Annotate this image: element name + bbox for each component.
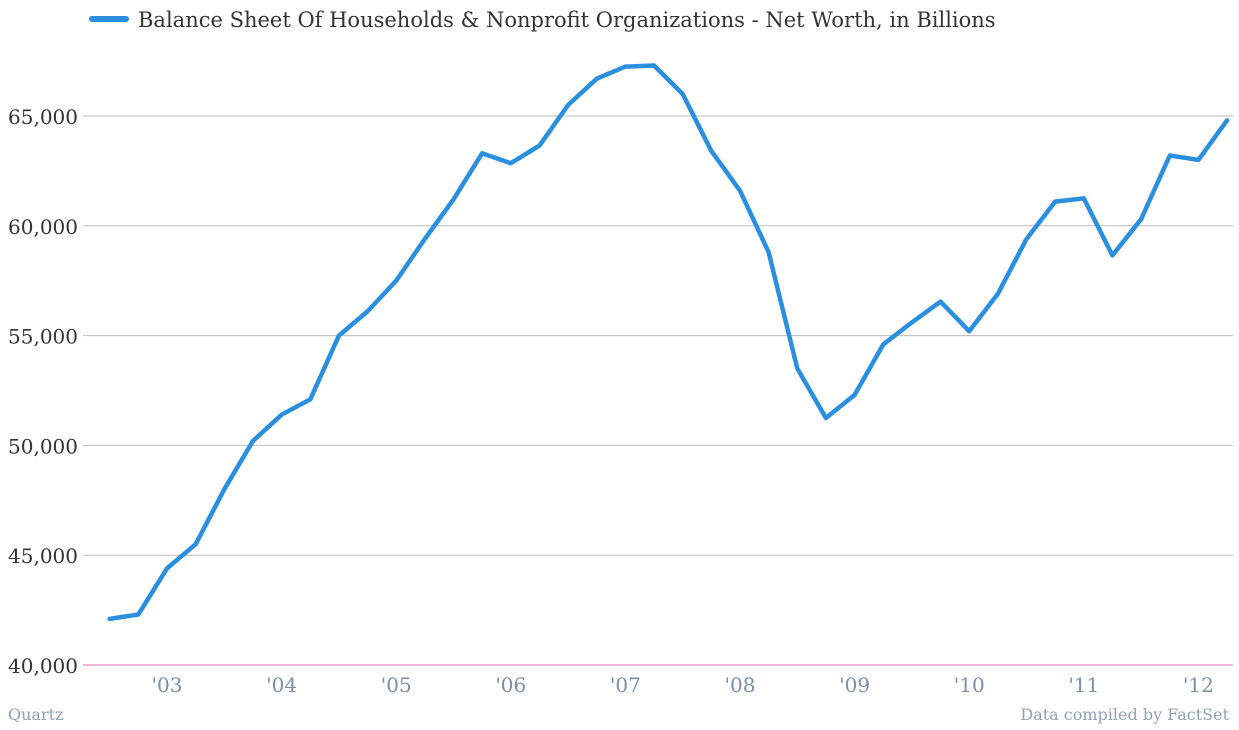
- y-axis-ticks: 40,000 45,000 50,000 55,000 60,000 65,000: [8, 105, 78, 678]
- x-tick-label: '10: [954, 673, 985, 697]
- grid-lines: [83, 115, 1233, 556]
- x-axis-ticks: '03 '04 '05 '06 '07 '08 '09 '10 '11 '12: [152, 673, 1214, 697]
- y-tick-label: 45,000: [8, 544, 78, 568]
- source-right: Data compiled by FactSet: [1020, 705, 1229, 724]
- y-tick-label: 65,000: [8, 105, 78, 129]
- x-tick-label: '12: [1183, 673, 1214, 697]
- y-tick-label: 55,000: [8, 325, 78, 349]
- legend: Balance Sheet Of Households & Nonprofit …: [89, 8, 996, 32]
- x-tick-label: '06: [495, 673, 526, 697]
- y-tick-label: 40,000: [8, 654, 78, 678]
- y-tick-label: 60,000: [8, 215, 78, 239]
- x-tick-label: '04: [266, 673, 297, 697]
- x-tick-label: '05: [381, 673, 412, 697]
- x-tick-label: '07: [610, 673, 641, 697]
- x-tick-label: '08: [725, 673, 756, 697]
- x-tick-label: '03: [152, 673, 183, 697]
- legend-label: Balance Sheet Of Households & Nonprofit …: [138, 8, 996, 32]
- x-tick-label: '11: [1068, 673, 1099, 697]
- series-group: [107, 63, 1230, 622]
- y-tick-label: 50,000: [8, 434, 78, 458]
- x-tick-label: '09: [839, 673, 870, 697]
- series-line: [107, 63, 1230, 622]
- source-left: Quartz: [8, 705, 63, 724]
